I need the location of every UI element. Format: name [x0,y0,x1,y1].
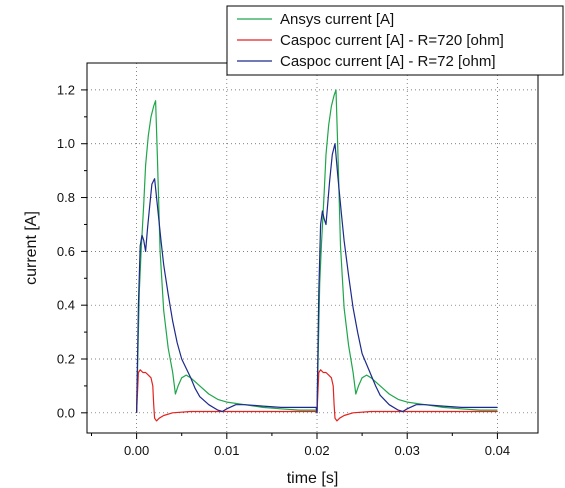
legend-label: Caspoc current [A] - R=72 [ohm] [280,53,496,70]
y-tick-label: 0.2 [57,352,75,367]
legend-label: Ansys current [A] [280,11,394,28]
y-tick-label: 0.6 [57,244,75,259]
x-axis-label: time [s] [287,470,339,487]
axis-ticks: 0.00 0.01 0.02 0.03 0.04 0.0 0.2 0.4 0.6 0.8 1.0 1.… [57,82,510,458]
legend: Ansys current [A] Caspoc current [A] - R=… [226,5,564,76]
x-tick-label: 0.00 [124,443,149,458]
x-tick-label: 0.01 [214,443,239,458]
legend-box [226,5,564,76]
y-tick-label: 0.4 [57,298,75,313]
x-tick-label: 0.03 [395,443,420,458]
x-tick-label: 0.04 [485,443,510,458]
series-layer [136,89,498,422]
series-line-caspoc-current-a-r-72-ohm [136,143,498,414]
grid-lines [87,63,538,433]
y-tick-label: 0.8 [57,190,75,205]
y-tick-label: 1.0 [57,136,75,151]
legend-label: Caspoc current [A] - R=720 [ohm] [280,32,504,49]
y-axis-label: current [A] [23,211,40,285]
y-tick-label: 0.0 [57,405,75,420]
y-tick-label: 1.2 [57,82,75,97]
x-tick-label: 0.02 [304,443,329,458]
